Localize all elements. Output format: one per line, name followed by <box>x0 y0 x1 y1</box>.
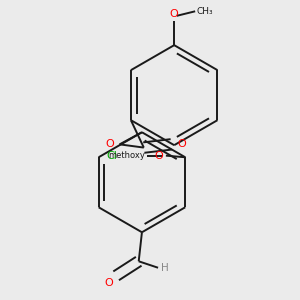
Text: O: O <box>170 9 178 20</box>
Text: O: O <box>105 140 114 149</box>
Text: CH₃: CH₃ <box>197 7 213 16</box>
Text: O: O <box>177 140 186 149</box>
Text: methoxy: methoxy <box>108 151 145 160</box>
Text: O: O <box>154 151 163 160</box>
Text: O: O <box>104 278 113 288</box>
Text: Cl: Cl <box>107 151 118 160</box>
Text: H: H <box>161 263 169 273</box>
